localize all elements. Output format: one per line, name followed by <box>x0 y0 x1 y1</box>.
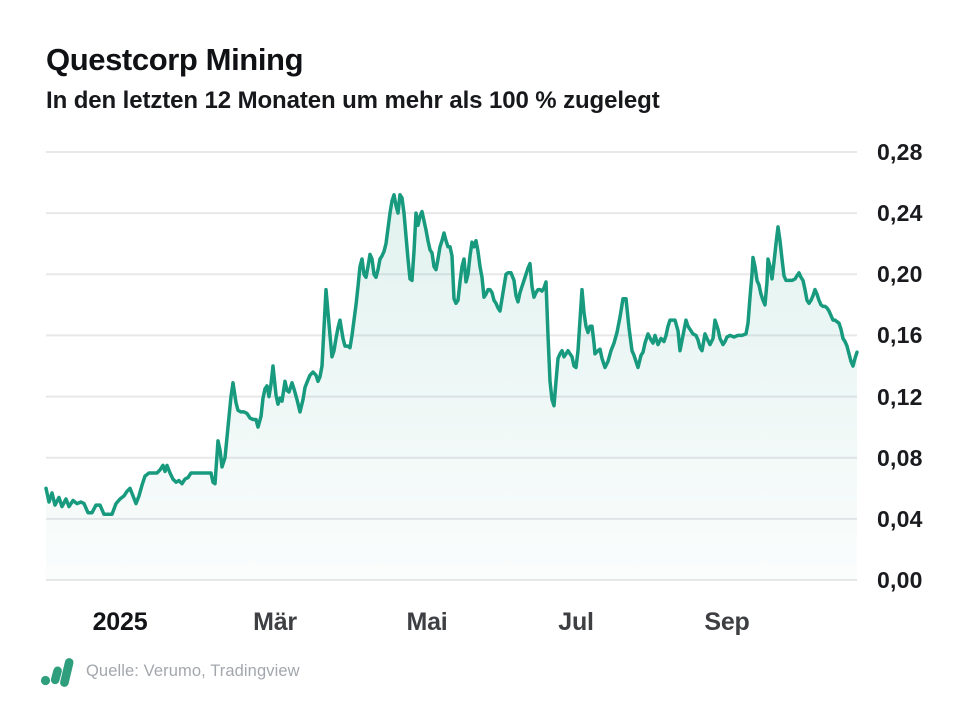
y-axis-label: 0,04 <box>877 506 923 532</box>
x-axis-label: Mär <box>253 608 297 636</box>
x-axis-label: Mai <box>406 608 448 636</box>
y-axis-label: 0,16 <box>877 322 923 348</box>
area-fill <box>46 194 857 581</box>
y-axis-label: 0,00 <box>877 567 923 593</box>
x-axis-label: Jul <box>558 608 594 636</box>
x-axis-label: Sep <box>704 608 750 636</box>
source-attribution: Quelle: Verumo, Tradingview <box>86 662 300 680</box>
chart-title: Questcorp Mining <box>46 42 304 77</box>
y-axis-label: 0,20 <box>877 261 923 287</box>
y-axis-label: 0,24 <box>877 200 923 226</box>
y-axis-label: 0,28 <box>877 139 923 165</box>
y-axis-label: 0,12 <box>877 384 923 410</box>
verumo-logo-icon <box>40 658 74 687</box>
x-axis-label: 2025 <box>92 608 148 636</box>
price-series <box>44 193 859 581</box>
chart-subtitle: In den letzten 12 Monaten um mehr als 10… <box>46 87 660 114</box>
footer: Quelle: Verumo, Tradingview <box>38 652 538 696</box>
price-line <box>44 193 859 517</box>
y-axis-label: 0,08 <box>877 445 923 471</box>
